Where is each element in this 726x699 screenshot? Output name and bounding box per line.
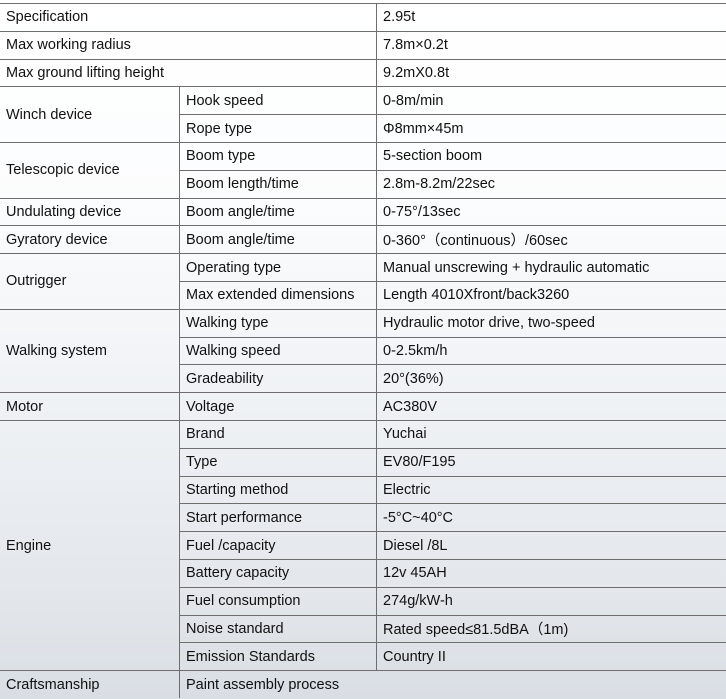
item-label: Fuel /capacity	[179, 531, 377, 560]
table-row: Engine Brand Yuchai	[0, 419, 726, 672]
item-label: Walking speed	[179, 336, 377, 366]
item-value: Rated speed≤81.5dBA（1m)	[376, 614, 726, 644]
item-value: 2.8m-8.2m/22sec	[376, 169, 726, 199]
table-row: Gradeability 20°(36%)	[0, 364, 726, 394]
group-label: Outrigger	[0, 253, 180, 310]
table-row: Walking system Walking type Hydraulic moto…	[0, 308, 726, 394]
item-value: EV80/F195	[376, 447, 726, 477]
group-label: Telescopic device	[0, 141, 180, 199]
spec-label: Max ground lifting height	[0, 58, 377, 88]
item-label: Boom angle/time	[179, 225, 377, 255]
item-value: Hydraulic motor drive, two-speed	[376, 308, 726, 338]
group-label: Winch device	[0, 86, 180, 143]
table-row: Winch device Hook speed 0-8m/min	[0, 86, 726, 143]
item-label: Boom length/time	[179, 169, 377, 199]
spec-label: Max working radius	[0, 30, 377, 60]
group-label: Gyratory device	[0, 225, 180, 255]
item-value: AC380V	[376, 392, 726, 421]
item-label: Emission Standards	[179, 642, 377, 672]
item-value: Yuchai	[376, 419, 726, 449]
table-row: Start performance -5°C~40°C	[0, 503, 726, 533]
item-value: Diesel /8L	[376, 531, 726, 560]
item-value: Manual unscrewing + hydraulic automatic	[376, 253, 726, 282]
table-row: Outrigger Operating type Manual unscrewing…	[0, 253, 726, 310]
spec-value: 9.2mX0.8t	[376, 58, 726, 88]
item-value: 0-2.5km/h	[376, 336, 726, 366]
table-row: Telescopic device Boom type 5-section boom	[0, 141, 726, 199]
table-row: Rope type Φ8mm×45m	[0, 114, 726, 143]
item-label: Boom angle/time	[179, 197, 377, 227]
table-row: Motor Voltage AC380V	[0, 392, 726, 421]
group-label: Engine	[0, 419, 180, 672]
item-label: Voltage	[179, 392, 377, 421]
item-label: Boom type	[179, 141, 377, 171]
item-value: Φ8mm×45m	[376, 114, 726, 143]
item-label: Start performance	[179, 503, 377, 533]
item-label: Brand	[179, 419, 377, 449]
item-value: Paint assembly process	[179, 670, 726, 698]
item-value: Country II	[376, 642, 726, 672]
item-label: Operating type	[179, 253, 377, 282]
group-label: Craftsmanship	[0, 670, 180, 698]
group-label: Undulating device	[0, 197, 180, 227]
item-label: Rope type	[179, 114, 377, 143]
table-row: Craftsmanship Paint assembly process	[0, 670, 726, 698]
table-row: Undulating device Boom angle/time 0-75°/13…	[0, 197, 726, 227]
item-value: Length 4010Xfront/back3260	[376, 280, 726, 310]
table-row: Fuel /capacity Diesel /8L	[0, 531, 726, 560]
table-row: Starting method Electric	[0, 475, 726, 505]
spec-value: 2.95t	[376, 3, 726, 32]
group-label: Walking system	[0, 308, 180, 394]
spec-label: Specification	[0, 3, 377, 32]
item-label: Walking type	[179, 308, 377, 338]
table-row: Max ground lifting height 9.2mX0.8t	[0, 58, 726, 88]
table-row: Max extended dimensions Length 4010Xfront…	[0, 280, 726, 310]
table-row: Specification 2.95t	[0, 3, 726, 32]
table-row: Battery capacity 12v 45AH	[0, 558, 726, 588]
table-row: Gyratory device Boom angle/time 0-360°（con…	[0, 225, 726, 255]
item-value: -5°C~40°C	[376, 503, 726, 533]
item-label: Fuel consumption	[179, 586, 377, 616]
item-value: 5-section boom	[376, 141, 726, 171]
item-label: Starting method	[179, 475, 377, 505]
item-value: 0-8m/min	[376, 86, 726, 116]
item-label: Gradeability	[179, 364, 377, 394]
item-value: 20°(36%)	[376, 364, 726, 394]
group-label: Motor	[0, 392, 180, 421]
item-label: Type	[179, 447, 377, 477]
item-label: Noise standard	[179, 614, 377, 644]
table-row: Max working radius 7.8m×0.2t	[0, 30, 726, 60]
spec-value: 7.8m×0.2t	[376, 30, 726, 60]
spec-table: Specification 2.95t Max working radius 7.8m…	[0, 3, 726, 698]
item-value: 12v 45AH	[376, 558, 726, 588]
item-value: 274g/kW-h	[376, 586, 726, 616]
table-row: Walking speed 0-2.5km/h	[0, 336, 726, 366]
item-label: Max extended dimensions	[179, 280, 377, 310]
item-value: Electric	[376, 475, 726, 505]
item-value: 0-75°/13sec	[376, 197, 726, 227]
item-value: 0-360°（continuous）/60sec	[376, 225, 726, 255]
item-label: Hook speed	[179, 86, 377, 116]
item-label: Battery capacity	[179, 558, 377, 588]
